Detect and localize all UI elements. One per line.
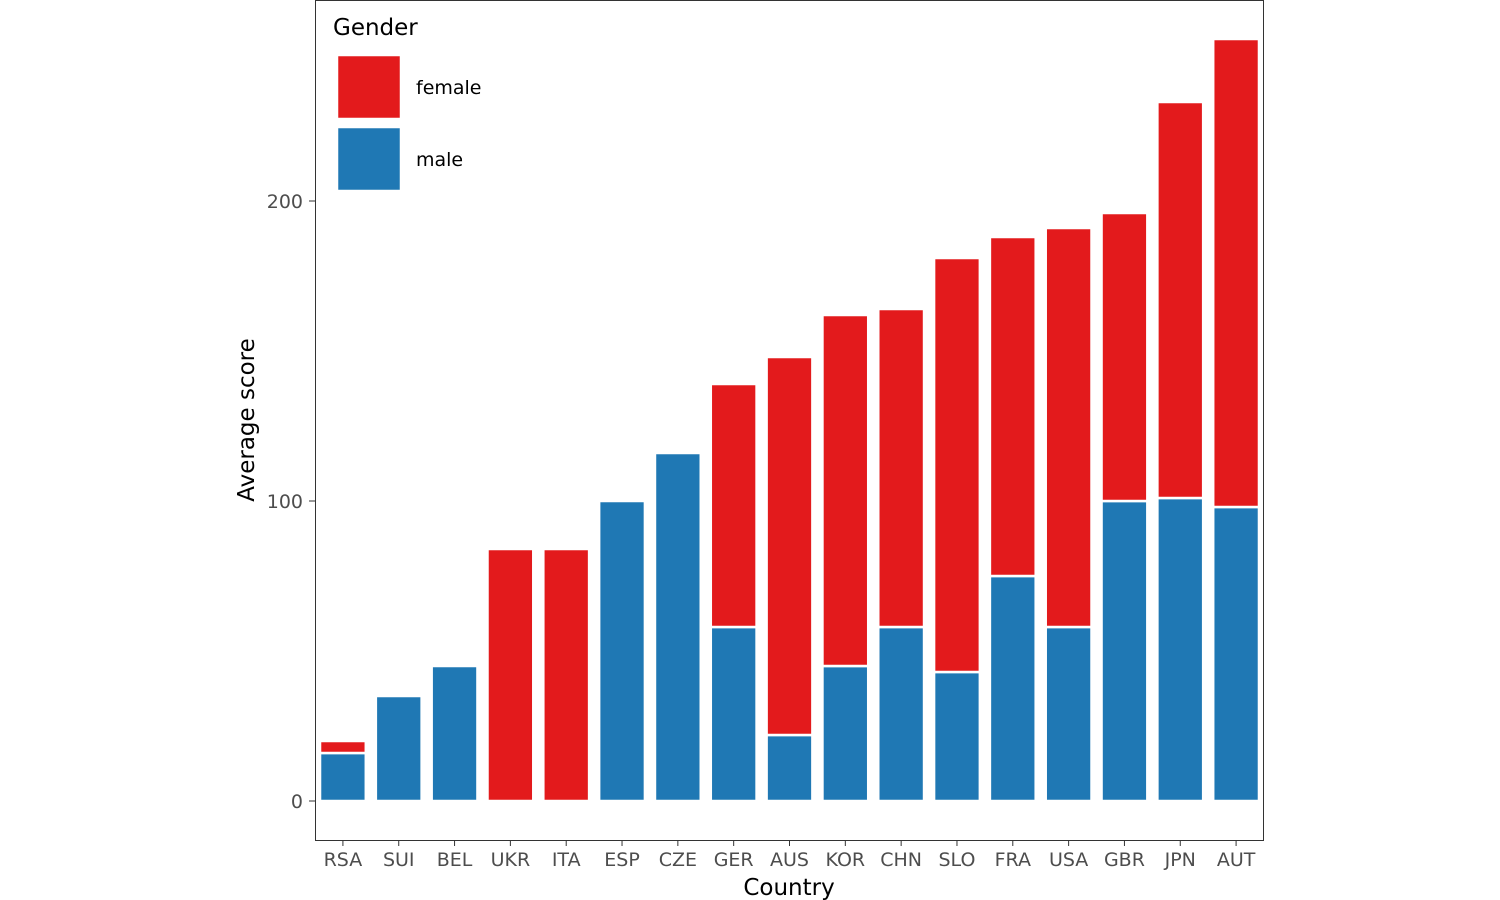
bar-ger-female	[709, 382, 758, 629]
bar-usa-female	[1044, 226, 1093, 629]
bar-cze-male	[653, 451, 702, 803]
bar-kor-male	[821, 664, 870, 803]
bar-bel-male	[430, 664, 479, 803]
x-axis-title: Country	[743, 875, 834, 900]
x-tick-label-ita: ITA	[552, 849, 581, 871]
y-tick-label: 200	[267, 191, 303, 213]
bar-chn-male	[877, 625, 926, 803]
x-tick-label-rsa: RSA	[324, 849, 363, 871]
bar-ukr-female	[486, 547, 535, 803]
x-tick-label-ger: GER	[714, 849, 754, 871]
x-tick-label-chn: CHN	[880, 849, 922, 871]
x-tick-label-esp: ESP	[604, 849, 640, 871]
bar-gbr-female	[1100, 211, 1149, 503]
legend-label-male: male	[416, 149, 463, 171]
bar-rsa-female	[318, 739, 368, 755]
y-axis-ticks: 0 100 200	[267, 191, 315, 813]
x-tick-label-kor: KOR	[826, 849, 866, 871]
x-tick-label-jpn: JPN	[1164, 849, 1196, 871]
legend: Gender female male	[333, 15, 482, 193]
bar-jpn-female	[1156, 100, 1205, 500]
bar-kor-female	[821, 313, 870, 668]
bar-usa-male	[1044, 625, 1093, 803]
bar-slo-male	[932, 670, 982, 803]
bars-layer	[318, 37, 1261, 803]
x-tick-label-aut: AUT	[1217, 849, 1256, 871]
bar-slo-female	[932, 256, 982, 674]
bar-ita-female	[542, 547, 591, 803]
x-tick-label-ukr: UKR	[491, 849, 531, 871]
y-tick-label: 0	[291, 791, 303, 813]
x-tick-label-slo: SLO	[939, 849, 976, 871]
y-axis-title: Average score	[234, 338, 260, 502]
bar-esp-male	[597, 499, 647, 803]
x-tick-label-aus: AUS	[770, 849, 809, 871]
legend-label-female: female	[416, 77, 482, 99]
bar-ger-male	[709, 625, 758, 803]
x-tick-label-gbr: GBR	[1104, 849, 1145, 871]
x-tick-label-bel: BEL	[437, 849, 473, 871]
bar-aut-female	[1211, 37, 1261, 509]
bar-aus-female	[765, 355, 814, 737]
y-tick-label: 100	[267, 491, 303, 513]
x-tick-label-fra: FRA	[995, 849, 1031, 871]
x-tick-label-sui: SUI	[383, 849, 415, 871]
x-axis-ticks: RSA SUI BEL UKR ITA ESP CZE GER AUS KOR CHN SLO FRA U…	[324, 840, 1256, 871]
x-tick-label-cze: CZE	[659, 849, 697, 871]
bar-fra-female	[988, 235, 1037, 578]
legend-key-female	[335, 53, 403, 121]
bar-sui-male	[374, 694, 423, 803]
legend-title: Gender	[333, 15, 418, 41]
x-tick-label-usa: USA	[1049, 849, 1088, 871]
legend-key-male	[335, 125, 403, 193]
bar-aus-male	[765, 733, 814, 803]
bar-rsa-male	[318, 751, 368, 803]
bar-aut-male	[1211, 505, 1261, 803]
bar-chn-female	[877, 307, 926, 629]
bar-jpn-male	[1156, 496, 1205, 803]
bar-fra-male	[988, 574, 1037, 803]
bar-gbr-male	[1100, 499, 1149, 803]
